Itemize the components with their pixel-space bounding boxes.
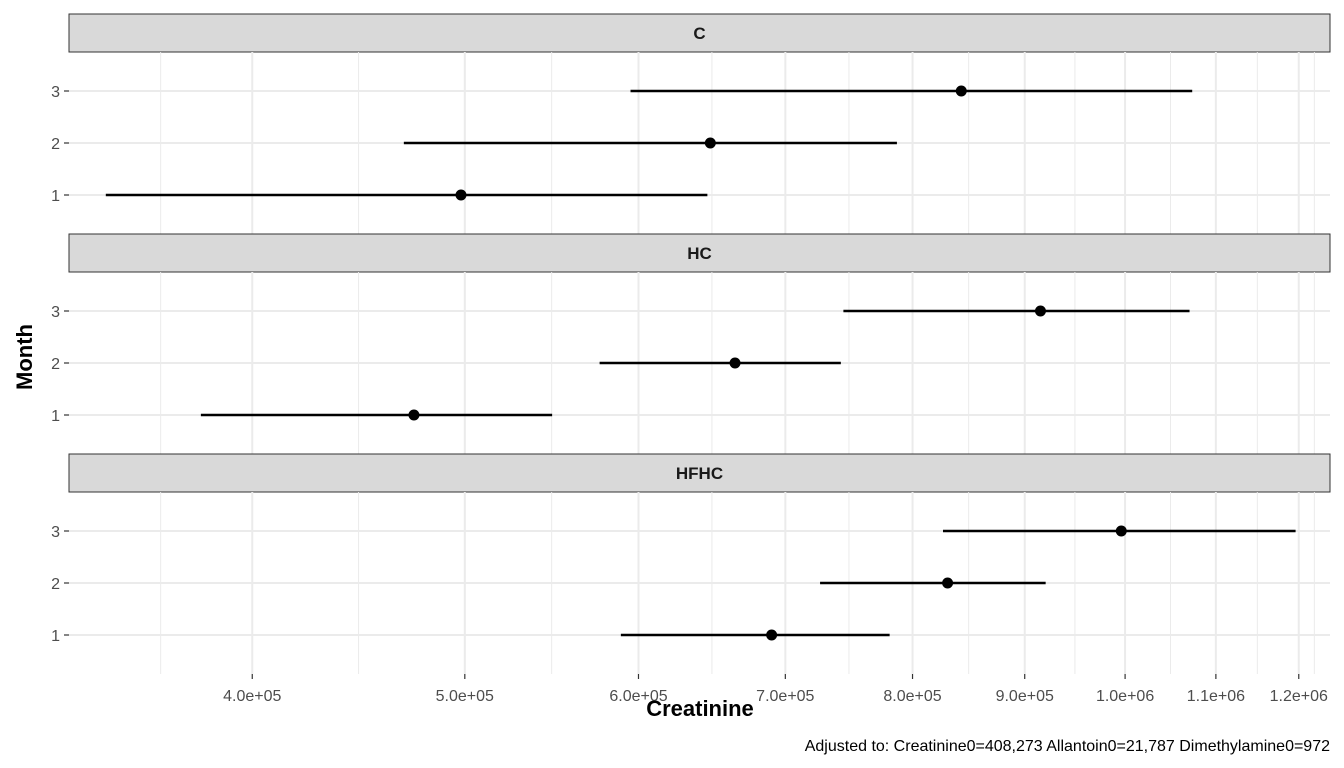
chart-caption: Adjusted to: Creatinine0=408,273 Allanto… xyxy=(805,738,1330,755)
facet-strip xyxy=(68,13,1331,53)
x-axis-title: Creatinine xyxy=(646,696,754,721)
y-tick-label: 1 xyxy=(51,408,60,425)
x-tick-label: 1.0e+06 xyxy=(1096,688,1154,705)
facet-strip-label: HC xyxy=(687,244,712,263)
point-estimate-hc-month-3 xyxy=(1034,305,1046,317)
facet-panel-c: C 1 2 3 xyxy=(51,13,1331,234)
facet-strip xyxy=(68,453,1331,493)
point-estimate-hfhc-month-2 xyxy=(942,577,954,589)
x-tick-label: 8.0e+05 xyxy=(883,688,941,705)
panels-layer: C 1 2 3 HC 1 2 3 HFHC 1 2 3 xyxy=(51,13,1331,674)
point-estimate-hc-month-1 xyxy=(408,409,420,421)
point-estimate-hc-month-2 xyxy=(729,357,741,369)
x-tick-label: 7.0e+05 xyxy=(756,688,814,705)
facet-panel-hfhc: HFHC 1 2 3 xyxy=(51,453,1331,674)
x-tick-label: 6.0e+05 xyxy=(609,688,667,705)
y-tick-label: 1 xyxy=(51,628,60,645)
y-tick-label: 2 xyxy=(51,136,60,153)
point-estimate-hfhc-month-3 xyxy=(1115,525,1127,537)
x-tick-label: 1.1e+06 xyxy=(1187,688,1245,705)
point-estimate-hfhc-month-1 xyxy=(766,629,778,641)
x-axis: 4.0e+05 5.0e+05 6.0e+05 7.0e+05 8.0e+05 9.0e+… xyxy=(223,674,1328,705)
x-tick-label: 5.0e+05 xyxy=(436,688,494,705)
point-estimate-c-month-3 xyxy=(955,85,967,97)
y-tick-label: 3 xyxy=(51,524,60,541)
y-tick-label: 1 xyxy=(51,188,60,205)
point-estimate-c-month-1 xyxy=(455,189,467,201)
y-tick-label: 2 xyxy=(51,356,60,373)
y-tick-label: 3 xyxy=(51,84,60,101)
point-estimate-c-month-2 xyxy=(704,137,716,149)
y-tick-label: 3 xyxy=(51,304,60,321)
y-tick-label: 2 xyxy=(51,576,60,593)
facet-strip xyxy=(68,233,1331,273)
y-axis-title: Month xyxy=(12,324,37,390)
facet-panel-hc: HC 1 2 3 xyxy=(51,233,1331,454)
x-tick-label: 4.0e+05 xyxy=(223,688,281,705)
facet-strip-label: HFHC xyxy=(676,464,723,483)
x-tick-label: 9.0e+05 xyxy=(996,688,1054,705)
facet-strip-label: C xyxy=(693,24,705,43)
x-tick-label: 1.2e+06 xyxy=(1270,688,1328,705)
